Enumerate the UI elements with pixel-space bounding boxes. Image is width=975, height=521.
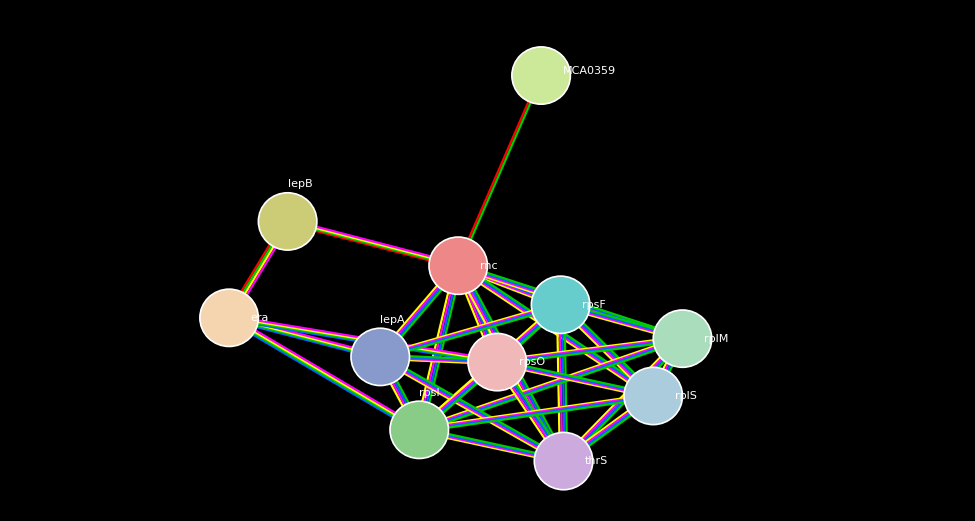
Ellipse shape [653,310,712,367]
Text: rpsI: rpsI [419,388,440,398]
Ellipse shape [512,47,570,104]
Text: lepB: lepB [288,179,312,189]
Ellipse shape [390,401,448,458]
Ellipse shape [624,367,682,425]
Text: rpsO: rpsO [519,357,545,367]
Text: lepA: lepA [380,315,405,325]
Text: thrS: thrS [585,456,608,466]
Ellipse shape [534,432,593,490]
Ellipse shape [351,328,410,386]
Ellipse shape [531,276,590,333]
Text: rplS: rplS [675,391,696,401]
Text: rpsF: rpsF [582,300,605,310]
Ellipse shape [258,193,317,250]
Text: rnc: rnc [480,260,497,271]
Text: rplM: rplM [704,333,728,344]
Ellipse shape [429,237,488,294]
Ellipse shape [468,333,526,391]
Text: MCA0359: MCA0359 [563,66,615,76]
Ellipse shape [200,289,258,346]
Text: era: era [251,313,269,323]
